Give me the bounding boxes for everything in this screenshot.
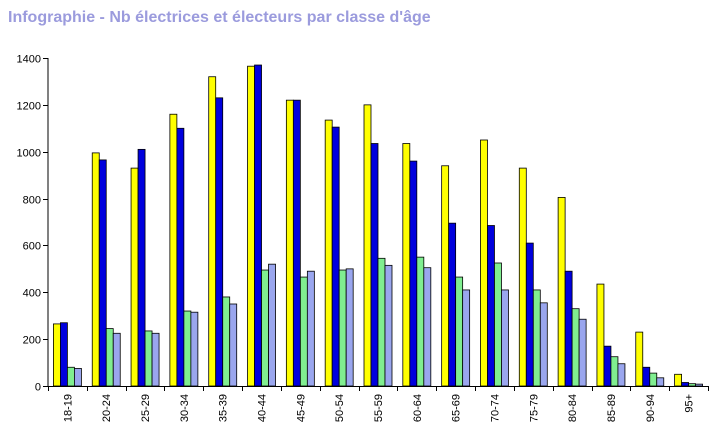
y-tick-label: 1400 (17, 54, 41, 66)
x-tick-label: 60-64 (412, 394, 424, 422)
bar-55-59-series-1 (363, 104, 372, 387)
x-tick-label: 95+ (684, 394, 696, 413)
x-tick-label: 65-69 (451, 394, 463, 422)
x-tick-label: 75-79 (528, 394, 540, 422)
bar-50-54-series-4 (345, 268, 354, 387)
y-tick-label: 800 (23, 195, 41, 207)
bar-75-79-series-4 (539, 302, 548, 387)
bar-30-34-series-1 (169, 113, 178, 387)
bar-35-39-series-3 (222, 296, 231, 387)
y-tick-label: 0 (35, 382, 41, 394)
bar-35-39-series-4 (229, 303, 238, 387)
bar-55-59-series-3 (377, 257, 386, 387)
bar-25-29-series-3 (144, 330, 153, 387)
bar-25-29-series-2 (137, 148, 146, 387)
bar-80-84-series-2 (564, 270, 573, 387)
y-tick-label: 400 (23, 288, 41, 300)
bar-60-64-series-1 (402, 143, 411, 387)
bar-60-64-series-4 (423, 267, 432, 387)
x-axis: 18-19 20-24 25-29 30-34 35-39 40-44 45-49 50-54… (48, 386, 709, 422)
x-tick-label: 45-49 (295, 394, 307, 422)
bar-80-84-series-3 (571, 308, 580, 387)
bar-95+-series-3 (688, 383, 696, 387)
bar-18-19-series-4 (74, 368, 82, 387)
x-tick-label: 55-59 (373, 394, 385, 422)
bar-65-69-series-2 (448, 222, 457, 387)
bar-18-19-series-2 (60, 322, 68, 387)
bar-40-44-series-1 (247, 65, 255, 387)
bar-40-44-series-3 (261, 269, 269, 387)
x-tick-label: 50-54 (334, 394, 346, 422)
x-tick-label: 40-44 (257, 394, 269, 422)
bar-40-44-series-2 (254, 64, 262, 387)
bar-80-84-series-1 (557, 196, 566, 387)
x-tick-label: 80-84 (567, 394, 579, 422)
x-tick-label: 20-24 (101, 394, 113, 422)
bar-25-29-series-4 (151, 332, 160, 387)
bar-85-89-series-1 (596, 283, 605, 387)
y-tick-label: 600 (23, 241, 41, 253)
chart-title: Infographie - Nb électrices et électeurs… (8, 9, 431, 26)
bar-30-34-series-2 (176, 127, 185, 387)
x-tick-label: 70-74 (489, 394, 501, 422)
bar-85-89-series-2 (603, 345, 612, 387)
bar-65-69-series-3 (455, 276, 464, 387)
bar-65-69-series-4 (462, 289, 471, 387)
bar-30-34-series-4 (190, 311, 199, 387)
bar-75-79-series-1 (518, 167, 527, 387)
bar-45-49-series-4 (306, 270, 315, 387)
bar-85-89-series-4 (617, 363, 626, 387)
bars (53, 64, 703, 387)
x-tick-label: 85-89 (606, 394, 618, 422)
bar-50-54-series-3 (338, 269, 347, 387)
bar-45-49-series-2 (292, 99, 301, 387)
y-tick-label: 200 (23, 335, 41, 347)
x-tick-label: 90-94 (645, 394, 657, 422)
bar-55-59-series-4 (384, 264, 393, 387)
y-tick-label: 1200 (17, 101, 41, 113)
bar-65-69-series-1 (441, 165, 450, 387)
bar-70-74-series-2 (487, 225, 495, 387)
bar-40-44-series-4 (268, 263, 276, 387)
bar-70-74-series-4 (501, 289, 509, 387)
bar-60-64-series-2 (409, 160, 418, 387)
x-tick-label: 25-29 (140, 394, 152, 422)
bar-75-79-series-3 (532, 289, 541, 387)
bar-25-29-series-1 (130, 167, 139, 387)
x-tick-label: 35-39 (218, 394, 230, 422)
bar-50-54-series-2 (331, 126, 340, 387)
bar-18-19-series-1 (53, 323, 61, 387)
bar-70-74-series-1 (480, 139, 488, 387)
y-tick-label: 1000 (17, 148, 41, 160)
y-axis: 0 200 400 600 800 1000 1200 1400 (17, 54, 49, 394)
bar-35-39-series-2 (215, 97, 224, 387)
bar-50-54-series-1 (324, 119, 333, 387)
bar-95+-series-1 (674, 373, 682, 387)
bar-75-79-series-2 (525, 242, 534, 387)
x-tick-label: 30-34 (179, 394, 191, 422)
bar-45-49-series-1 (285, 99, 294, 387)
bar-90-94-series-3 (649, 372, 658, 387)
bar-95+-series-4 (695, 383, 703, 387)
bar-20-24-series-3 (105, 328, 114, 387)
bar-18-19-series-3 (67, 366, 75, 387)
bar-90-94-series-1 (635, 331, 644, 387)
bar-70-74-series-3 (494, 262, 502, 387)
bar-90-94-series-4 (656, 377, 665, 387)
bar-85-89-series-3 (610, 356, 619, 387)
bar-20-24-series-4 (112, 332, 121, 387)
bar-95+-series-2 (681, 382, 689, 387)
bar-90-94-series-2 (642, 366, 651, 387)
bar-20-24-series-1 (91, 152, 100, 387)
bar-20-24-series-2 (98, 159, 107, 387)
bar-60-64-series-3 (416, 256, 425, 387)
bar-35-39-series-1 (208, 76, 217, 387)
bar-55-59-series-2 (370, 143, 379, 387)
x-tick-label: 18-19 (62, 394, 74, 422)
bar-45-49-series-3 (299, 276, 308, 387)
bar-30-34-series-3 (183, 310, 192, 387)
bar-80-84-series-4 (578, 318, 587, 387)
